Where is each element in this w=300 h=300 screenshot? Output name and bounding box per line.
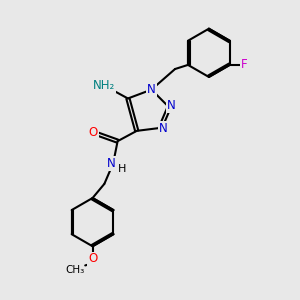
- Text: O: O: [88, 252, 97, 266]
- Text: H: H: [118, 164, 126, 173]
- Text: O: O: [89, 126, 98, 139]
- Text: CH₃: CH₃: [65, 265, 85, 275]
- Text: N: N: [167, 99, 176, 112]
- Text: F: F: [241, 58, 248, 71]
- Text: N: N: [107, 157, 116, 170]
- Text: NH₂: NH₂: [93, 79, 116, 92]
- Text: N: N: [159, 122, 168, 135]
- Text: N: N: [147, 83, 156, 96]
